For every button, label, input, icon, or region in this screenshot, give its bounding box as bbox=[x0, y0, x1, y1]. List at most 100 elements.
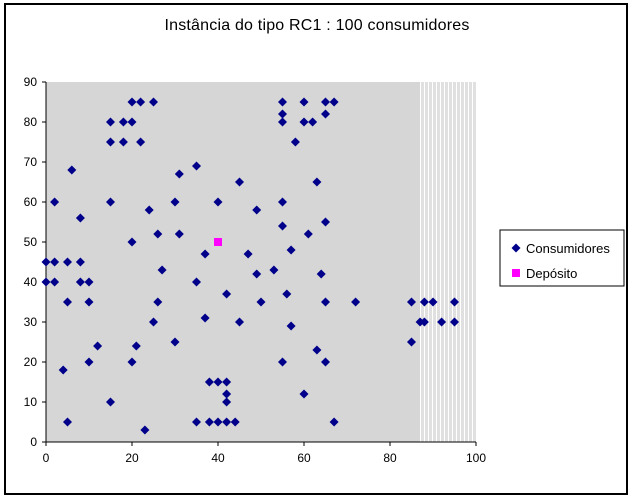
data-point-consumidor bbox=[127, 97, 137, 107]
x-tick-label: 100 bbox=[466, 451, 486, 465]
plot-area bbox=[46, 82, 476, 442]
data-point-consumidor bbox=[213, 417, 223, 427]
data-point-consumidor bbox=[67, 165, 77, 175]
legend-label: Depósito bbox=[526, 266, 577, 281]
data-point-consumidor bbox=[351, 297, 361, 307]
data-point-consumidor bbox=[106, 197, 115, 207]
data-point-consumidor bbox=[58, 365, 68, 375]
data-point-consumidor bbox=[127, 237, 137, 247]
data-point-consumidor bbox=[278, 109, 287, 119]
data-point-consumidor bbox=[149, 317, 158, 327]
data-point-consumidor bbox=[252, 269, 262, 279]
data-point-consumidor bbox=[136, 137, 146, 147]
data-point-consumidor bbox=[84, 277, 94, 287]
data-point-consumidor bbox=[144, 205, 154, 215]
data-point-consumidor bbox=[321, 357, 330, 367]
y-tick-label: 40 bbox=[24, 275, 38, 289]
data-point-consumidor bbox=[222, 289, 232, 299]
data-point-consumidor bbox=[192, 161, 201, 171]
data-point-consumidor bbox=[230, 417, 240, 427]
data-point-consumidor bbox=[312, 177, 322, 187]
plot-area-edge bbox=[420, 82, 476, 442]
data-point-consumidor bbox=[93, 341, 103, 351]
data-point-consumidor bbox=[63, 257, 72, 267]
data-point-consumidor bbox=[278, 221, 287, 231]
data-point-consumidor bbox=[50, 277, 60, 287]
data-point-consumidor bbox=[329, 97, 339, 107]
data-point-consumidor bbox=[222, 397, 232, 407]
data-point-consumidor bbox=[243, 249, 253, 259]
data-point-consumidor bbox=[50, 197, 60, 207]
y-tick-label: 20 bbox=[24, 355, 38, 369]
data-point-consumidor bbox=[308, 117, 318, 127]
data-point-consumidor bbox=[222, 417, 232, 427]
y-tick-label: 30 bbox=[24, 315, 38, 329]
data-point-consumidor bbox=[213, 197, 223, 207]
data-point-consumidor bbox=[269, 265, 279, 275]
data-point-consumidor bbox=[256, 297, 266, 307]
data-point-consumidor bbox=[63, 417, 72, 427]
data-point-consumidor bbox=[153, 297, 163, 307]
data-point-consumidor bbox=[157, 265, 167, 275]
data-point-consumidor bbox=[213, 377, 223, 387]
data-point-consumidor bbox=[278, 97, 287, 107]
data-point-consumidor bbox=[312, 345, 322, 355]
data-point-consumidor bbox=[321, 109, 330, 119]
data-point-consumidor bbox=[118, 117, 128, 127]
legend-marker bbox=[512, 269, 520, 277]
data-point-consumidor bbox=[192, 417, 201, 427]
data-point-consumidor bbox=[41, 257, 51, 267]
data-point-consumidor bbox=[450, 317, 459, 327]
data-point-consumidor bbox=[286, 321, 296, 331]
data-point-consumidor bbox=[200, 313, 210, 323]
data-point-consumidor bbox=[419, 317, 429, 327]
data-point-consumidor bbox=[174, 169, 184, 179]
data-point-consumidor bbox=[106, 137, 115, 147]
data-point-consumidor bbox=[170, 337, 180, 347]
data-point-consumidor bbox=[437, 317, 447, 327]
data-point-consumidor bbox=[127, 117, 137, 127]
data-point-consumidor bbox=[278, 357, 287, 367]
data-point-consumidor bbox=[106, 397, 115, 407]
data-point-consumidor bbox=[235, 317, 244, 327]
data-point-consumidor bbox=[252, 205, 262, 215]
data-point-consumidor bbox=[282, 289, 292, 299]
data-point-consumidor bbox=[204, 377, 214, 387]
data-point-consumidor bbox=[419, 297, 429, 307]
data-point-deposito bbox=[214, 238, 222, 246]
data-point-consumidor bbox=[153, 229, 163, 239]
data-point-consumidor bbox=[428, 297, 438, 307]
y-tick-label: 10 bbox=[24, 395, 38, 409]
data-point-consumidor bbox=[140, 425, 150, 435]
data-point-consumidor bbox=[321, 217, 330, 227]
data-point-consumidor bbox=[75, 213, 85, 223]
data-point-consumidor bbox=[41, 277, 51, 287]
data-point-consumidor bbox=[192, 277, 201, 287]
data-point-consumidor bbox=[149, 97, 158, 107]
data-point-consumidor bbox=[63, 297, 72, 307]
legend-marker bbox=[511, 243, 521, 253]
data-point-consumidor bbox=[131, 341, 141, 351]
y-tick-label: 70 bbox=[24, 155, 38, 169]
data-point-consumidor bbox=[278, 197, 287, 207]
data-point-consumidor bbox=[299, 97, 309, 107]
data-point-consumidor bbox=[321, 297, 330, 307]
data-point-consumidor bbox=[200, 249, 210, 259]
y-tick-label: 50 bbox=[24, 235, 38, 249]
data-point-consumidor bbox=[174, 229, 184, 239]
data-point-consumidor bbox=[118, 137, 128, 147]
y-tick-label: 80 bbox=[24, 115, 38, 129]
legend-box bbox=[499, 229, 625, 287]
data-point-consumidor bbox=[407, 297, 416, 307]
data-point-consumidor bbox=[204, 417, 214, 427]
data-point-consumidor bbox=[75, 257, 85, 267]
data-point-consumidor bbox=[106, 117, 115, 127]
data-point-consumidor bbox=[222, 389, 232, 399]
data-point-consumidor bbox=[278, 117, 287, 127]
data-point-consumidor bbox=[170, 197, 180, 207]
legend-label: Consumidores bbox=[526, 241, 610, 256]
y-tick-label: 90 bbox=[24, 75, 38, 89]
data-point-consumidor bbox=[127, 357, 137, 367]
data-point-consumidor bbox=[329, 417, 339, 427]
